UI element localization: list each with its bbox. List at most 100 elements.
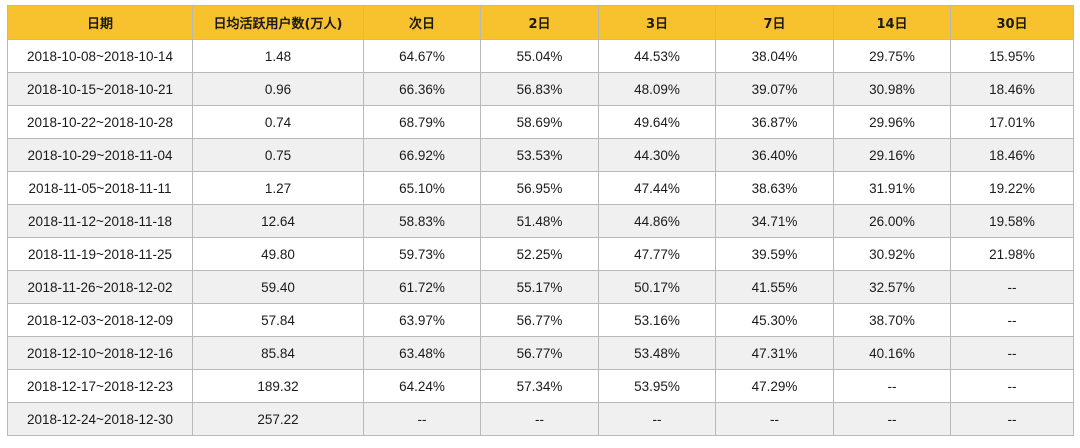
table-cell: 47.29% <box>715 369 834 403</box>
table-cell: 0.74 <box>192 105 364 139</box>
table-row: 2018-12-10~2018-12-16 85.84 63.48% 56.77% 53… <box>7 336 1074 370</box>
table-cell: 45.30% <box>715 303 834 337</box>
retention-table: 日期 日均活跃用户数(万人) 次日 2日 3日 7日 14日 30日 2018-10-08~2… <box>7 5 1074 436</box>
table-cell: 53.95% <box>598 369 716 403</box>
table-cell: 41.55% <box>715 270 834 304</box>
table-cell: 63.48% <box>363 336 481 370</box>
table-cell: 59.40 <box>192 270 364 304</box>
date-range-cell: 2018-10-29~2018-11-04 <box>7 138 193 172</box>
table-cell: -- <box>833 402 951 436</box>
table-cell: 47.77% <box>598 237 716 271</box>
table-cell: -- <box>833 369 951 403</box>
table-cell: 34.71% <box>715 204 834 238</box>
table-cell: 56.77% <box>480 336 599 370</box>
table-row: 2018-12-03~2018-12-09 57.84 63.97% 56.77% 53… <box>7 303 1074 337</box>
table-cell: 29.75% <box>833 39 951 73</box>
table-cell: 12.64 <box>192 204 364 238</box>
table-row: 2018-11-26~2018-12-02 59.40 61.72% 55.17% 50… <box>7 270 1074 304</box>
table-cell: 48.09% <box>598 72 716 106</box>
column-header: 2日 <box>480 5 599 40</box>
table-cell: 64.24% <box>363 369 481 403</box>
table-cell: 53.48% <box>598 336 716 370</box>
table-cell: 63.97% <box>363 303 481 337</box>
date-range-cell: 2018-10-15~2018-10-21 <box>7 72 193 106</box>
table-row: 2018-10-08~2018-10-14 1.48 64.67% 55.04% 44.… <box>7 39 1074 73</box>
table-body: 2018-10-08~2018-10-14 1.48 64.67% 55.04% 44.… <box>7 39 1074 436</box>
column-header: 30日 <box>950 5 1074 40</box>
table-cell: 18.46% <box>950 72 1074 106</box>
table-cell: 15.95% <box>950 39 1074 73</box>
table-cell: 49.80 <box>192 237 364 271</box>
table-cell: 257.22 <box>192 402 364 436</box>
table-cell: -- <box>950 369 1074 403</box>
table-cell: 189.32 <box>192 369 364 403</box>
table-row: 2018-10-29~2018-11-04 0.75 66.92% 53.53% 44.… <box>7 138 1074 172</box>
table-cell: 59.73% <box>363 237 481 271</box>
table-cell: 68.79% <box>363 105 481 139</box>
table-cell: 51.48% <box>480 204 599 238</box>
table-header-row: 日期 日均活跃用户数(万人) 次日 2日 3日 7日 14日 30日 <box>7 5 1074 40</box>
table-row: 2018-12-24~2018-12-30 257.22 -- -- -- -- -- -- <box>7 402 1074 436</box>
table-cell: 36.87% <box>715 105 834 139</box>
table-cell: 39.59% <box>715 237 834 271</box>
table-cell: 55.17% <box>480 270 599 304</box>
table-cell: 85.84 <box>192 336 364 370</box>
table-cell: 44.86% <box>598 204 716 238</box>
table-cell: 58.69% <box>480 105 599 139</box>
table-cell: 17.01% <box>950 105 1074 139</box>
table-cell: 30.98% <box>833 72 951 106</box>
table-cell: -- <box>715 402 834 436</box>
table-cell: -- <box>950 402 1074 436</box>
column-header: 次日 <box>363 5 481 40</box>
table-cell: 39.07% <box>715 72 834 106</box>
column-header: 日均活跃用户数(万人) <box>192 5 364 40</box>
table-cell: 55.04% <box>480 39 599 73</box>
table-cell: 56.95% <box>480 171 599 205</box>
table-cell: 30.92% <box>833 237 951 271</box>
table-row: 2018-11-19~2018-11-25 49.80 59.73% 52.25% 47… <box>7 237 1074 271</box>
table-cell: 26.00% <box>833 204 951 238</box>
column-header: 日期 <box>7 5 193 40</box>
table-cell: 58.83% <box>363 204 481 238</box>
table-cell: 29.96% <box>833 105 951 139</box>
table-cell: -- <box>598 402 716 436</box>
column-header: 14日 <box>833 5 951 40</box>
table-cell: 38.04% <box>715 39 834 73</box>
table-cell: 65.10% <box>363 171 481 205</box>
table-cell: -- <box>480 402 599 436</box>
table-cell: 1.27 <box>192 171 364 205</box>
table-cell: 19.58% <box>950 204 1074 238</box>
table-cell: 0.75 <box>192 138 364 172</box>
table-cell: -- <box>363 402 481 436</box>
table-row: 2018-10-22~2018-10-28 0.74 68.79% 58.69% 49.… <box>7 105 1074 139</box>
table-cell: 49.64% <box>598 105 716 139</box>
table-cell: 47.44% <box>598 171 716 205</box>
column-header: 3日 <box>598 5 716 40</box>
table-cell: 53.16% <box>598 303 716 337</box>
table-cell: 57.34% <box>480 369 599 403</box>
date-range-cell: 2018-11-26~2018-12-02 <box>7 270 193 304</box>
table-cell: -- <box>950 336 1074 370</box>
table-cell: 18.46% <box>950 138 1074 172</box>
table-row: 2018-11-05~2018-11-11 1.27 65.10% 56.95% 47.… <box>7 171 1074 205</box>
table-cell: 47.31% <box>715 336 834 370</box>
date-range-cell: 2018-12-03~2018-12-09 <box>7 303 193 337</box>
table-cell: 36.40% <box>715 138 834 172</box>
date-range-cell: 2018-12-17~2018-12-23 <box>7 369 193 403</box>
table-cell: 31.91% <box>833 171 951 205</box>
table-cell: 64.67% <box>363 39 481 73</box>
table-cell: 38.70% <box>833 303 951 337</box>
table-row: 2018-11-12~2018-11-18 12.64 58.83% 51.48% 44… <box>7 204 1074 238</box>
table-cell: 38.63% <box>715 171 834 205</box>
column-header: 7日 <box>715 5 834 40</box>
table-cell: 56.77% <box>480 303 599 337</box>
table-cell: 29.16% <box>833 138 951 172</box>
date-range-cell: 2018-12-24~2018-12-30 <box>7 402 193 436</box>
table-cell: 32.57% <box>833 270 951 304</box>
table-cell: 56.83% <box>480 72 599 106</box>
table-cell: 19.22% <box>950 171 1074 205</box>
table-cell: 61.72% <box>363 270 481 304</box>
date-range-cell: 2018-12-10~2018-12-16 <box>7 336 193 370</box>
table-cell: 52.25% <box>480 237 599 271</box>
table-row: 2018-12-17~2018-12-23 189.32 64.24% 57.34% 5… <box>7 369 1074 403</box>
